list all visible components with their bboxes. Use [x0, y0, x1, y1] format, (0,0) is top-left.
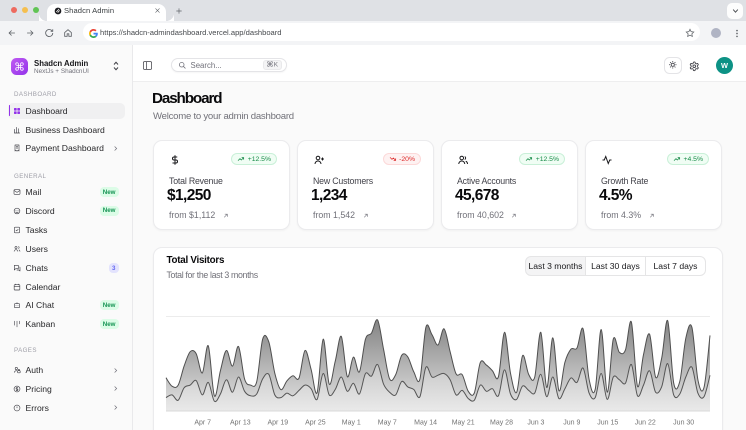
svg-text:May 21: May 21	[452, 420, 475, 427]
svg-text:Jun 9: Jun 9	[563, 420, 580, 427]
svg-text:Jun 3: Jun 3	[527, 420, 544, 427]
svg-text:May 28: May 28	[490, 420, 513, 427]
svg-text:May 7: May 7	[378, 420, 397, 427]
svg-text:Jun 15: Jun 15	[597, 420, 618, 427]
svg-text:Jun 22: Jun 22	[635, 420, 656, 427]
svg-text:Apr 19: Apr 19	[267, 420, 288, 427]
svg-text:Jun 30: Jun 30	[673, 420, 694, 427]
svg-text:Apr 13: Apr 13	[230, 420, 251, 427]
svg-text:May 14: May 14	[414, 420, 437, 427]
svg-text:Apr 25: Apr 25	[305, 420, 326, 427]
svg-text:May 1: May 1	[342, 420, 361, 427]
svg-text:Apr 7: Apr 7	[194, 420, 211, 427]
